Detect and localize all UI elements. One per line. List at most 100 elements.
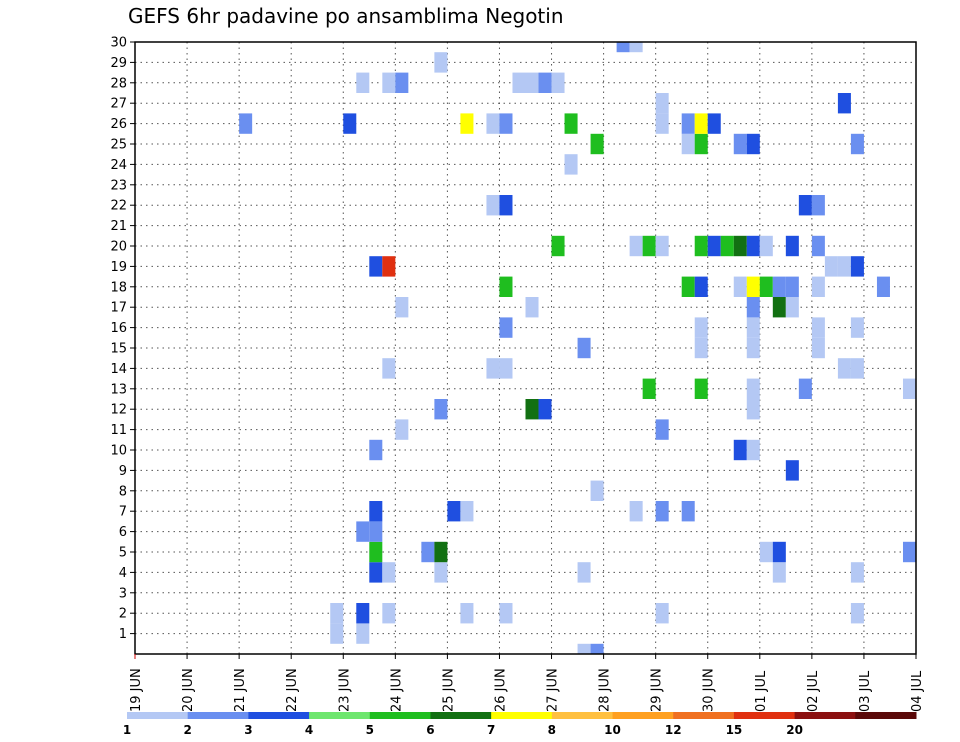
x-tick-label: 30 JUN [702, 668, 717, 712]
heatmap-cell [811, 276, 825, 297]
y-tick-label: 17 [110, 301, 127, 316]
heatmap-cell [759, 276, 773, 297]
legend-swatch [551, 712, 614, 719]
heatmap-cell [486, 358, 500, 379]
heatmap-cell [733, 439, 747, 461]
heatmap-cell [642, 378, 656, 399]
heatmap-cell [811, 235, 825, 257]
heatmap-cell [551, 72, 565, 93]
heatmap-cell [629, 42, 643, 53]
heatmap-cell [746, 337, 760, 359]
y-tick-label: 5 [119, 546, 127, 561]
y-axis: 1234567891011121314151617181920212223242… [110, 36, 135, 642]
heatmap-cell [382, 358, 396, 379]
legend-swatch [733, 712, 796, 719]
heatmap-cell [694, 235, 708, 257]
y-tick-label: 22 [110, 199, 127, 214]
x-tick-label: 29 JUN [650, 668, 665, 712]
heatmap-cell [785, 297, 799, 318]
heatmap-cell [551, 235, 565, 257]
heatmap-cell [759, 541, 773, 563]
heatmap-cell [343, 113, 357, 134]
heatmap-cell [395, 72, 409, 93]
legend-label: 5 [366, 723, 374, 737]
heatmap-cell [447, 501, 461, 522]
heatmap-cell [421, 541, 435, 563]
x-tick-label: 19 JUN [129, 668, 144, 712]
x-tick-label: 28 JUN [598, 668, 613, 712]
heatmap-cell [382, 72, 396, 93]
x-axis: 19 JUN 20 JUN 21 JUN 22 JUN 23 JUN 24 JUN 25 J… [129, 654, 925, 712]
heatmap-cell [902, 378, 916, 399]
legend-swatch [794, 712, 856, 719]
x-tick-label: 20 JUN [181, 668, 196, 712]
heatmap-cell [655, 419, 669, 440]
heatmap-cell [499, 195, 513, 216]
legend-swatch [309, 712, 371, 719]
heatmap-cell [850, 358, 864, 379]
y-tick-label: 27 [110, 97, 127, 112]
heatmap-cell [837, 358, 851, 379]
heatmap-cell [655, 501, 669, 522]
heatmap-cell [694, 317, 708, 338]
y-tick-label: 3 [119, 586, 127, 601]
heatmap-cell [395, 419, 409, 440]
heatmap-cell [707, 113, 721, 134]
heatmap-cell [746, 297, 760, 318]
y-tick-label: 1 [119, 627, 127, 642]
heatmap-cell [499, 603, 513, 624]
heatmap-cell [369, 256, 383, 277]
heatmap-cell [577, 562, 591, 583]
heatmap-cell [655, 113, 669, 134]
heatmap-cell [772, 297, 786, 318]
y-tick-label: 24 [110, 158, 127, 173]
x-tick-label: 25 JUN [441, 668, 456, 712]
x-tick-label: 02 JUL [806, 670, 821, 712]
heatmap-cell [811, 317, 825, 338]
heatmap-cell [577, 643, 591, 654]
heatmap-cell [746, 439, 760, 461]
y-tick-label: 6 [119, 525, 127, 540]
legend-swatch [430, 712, 492, 719]
heatmap-cell [850, 133, 864, 155]
heatmap-cell [460, 113, 474, 134]
heatmap-cell [798, 195, 812, 216]
legend-label: 2 [184, 723, 192, 737]
heatmap-cell [876, 276, 890, 297]
legend-label: 1 [123, 723, 131, 737]
legend-swatch [187, 712, 249, 719]
heatmap-cell [655, 235, 669, 257]
y-tick-label: 20 [110, 240, 127, 255]
heatmap-cell [746, 378, 760, 399]
heatmap-cell [694, 276, 708, 297]
heatmap-cell [538, 72, 552, 93]
heatmap-cell [655, 603, 669, 624]
heatmap-cell [850, 562, 864, 583]
heatmap-cell [382, 256, 396, 277]
heatmap-cell [720, 235, 734, 257]
heatmap-cell [460, 501, 474, 522]
legend-swatch [491, 712, 553, 719]
heatmap-cell [746, 399, 760, 420]
heatmap-cell [681, 113, 695, 134]
heatmap-cell [499, 317, 513, 338]
heatmap-cell [772, 276, 786, 297]
heatmap-cell [434, 399, 448, 420]
heatmap-cell [707, 235, 721, 257]
x-tick-label: 04 JUL [910, 670, 925, 712]
heatmap-cell [655, 93, 669, 114]
y-tick-label: 7 [119, 505, 127, 520]
y-tick-label: 26 [110, 117, 127, 132]
heatmap-cell [538, 399, 552, 420]
x-tick-label: 01 JUL [754, 670, 769, 712]
heatmap-cell [746, 133, 760, 155]
x-tick-label: 03 JUL [858, 670, 873, 712]
heatmap-cell [694, 113, 708, 134]
x-tick-label: 27 JUN [546, 668, 561, 712]
heatmap-cell [629, 235, 643, 257]
x-tick-label: 21 JUN [233, 668, 248, 712]
heatmap-cell [681, 276, 695, 297]
x-tick-label: 23 JUN [337, 668, 352, 712]
heatmap-cell [733, 133, 747, 155]
heatmap-cell [629, 501, 643, 522]
